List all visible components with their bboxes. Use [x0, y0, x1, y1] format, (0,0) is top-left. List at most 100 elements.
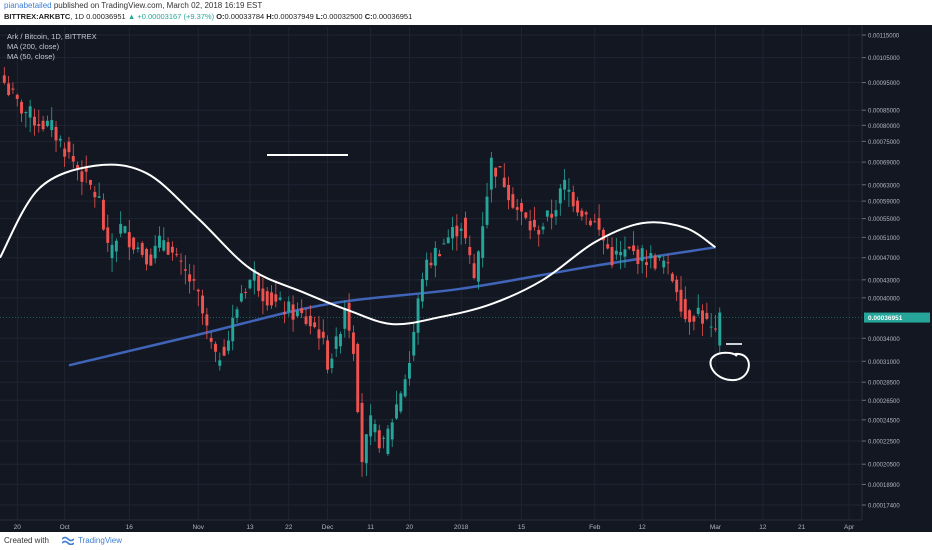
- candle-body: [149, 254, 153, 266]
- candle: [24, 111, 28, 128]
- candle: [610, 237, 614, 269]
- candle: [33, 108, 36, 136]
- username-link[interactable]: pianabetailed: [4, 1, 52, 10]
- candle-body: [632, 245, 636, 252]
- candle-body: [584, 212, 588, 215]
- candle-body: [476, 251, 480, 282]
- candle: [511, 187, 515, 210]
- candle-body: [170, 246, 174, 253]
- candle: [179, 253, 183, 275]
- candle: [364, 434, 368, 477]
- candle: [192, 264, 196, 291]
- price-axis-tick-label: 0.00075000: [868, 140, 900, 146]
- candle-body: [705, 312, 709, 319]
- candle: [248, 279, 252, 290]
- candle-body: [386, 428, 390, 454]
- published-text: published on TradingView.com, March 02, …: [53, 1, 263, 10]
- candle-body: [589, 220, 592, 226]
- candle: [580, 208, 584, 221]
- price-axis[interactable]: 0.00115000 0.00105000 0.00095000 0.00085000…: [861, 25, 932, 520]
- candle: [688, 309, 692, 335]
- legend-ma50[interactable]: MA (50, close): [7, 52, 55, 61]
- candle: [175, 247, 179, 257]
- time-axis[interactable]: 20 Oct 16 Nov 13 22 Dec 11 20 2018 15 Feb 12 Mar 12 21 A…: [0, 519, 932, 532]
- candle: [459, 222, 463, 245]
- close-label: C:: [364, 12, 373, 21]
- candle: [614, 238, 618, 260]
- candle: [446, 229, 450, 244]
- time-axis-tick-label: 22: [285, 524, 293, 531]
- candle-body: [244, 291, 248, 293]
- tradingview-brand[interactable]: TradingView: [78, 536, 123, 545]
- candle-body: [662, 260, 666, 268]
- candle: [222, 339, 226, 357]
- close-value: 0.00036951: [372, 12, 413, 21]
- candle-body: [455, 225, 459, 237]
- candle: [567, 178, 571, 207]
- candle: [119, 211, 123, 238]
- candle: [209, 332, 213, 349]
- candle-body: [645, 262, 648, 266]
- candle-body: [226, 340, 230, 351]
- candle: [455, 214, 459, 251]
- candle-body: [326, 340, 330, 370]
- candle-body: [541, 226, 545, 230]
- interval[interactable]: 1D: [74, 12, 85, 21]
- candle-body: [515, 207, 519, 210]
- candle: [515, 198, 519, 221]
- candle-body: [666, 262, 670, 264]
- candle: [584, 210, 588, 225]
- candle: [369, 404, 373, 446]
- candle-body: [67, 141, 71, 153]
- ma50-trace-drawing: [0, 163, 717, 326]
- candle-body: [313, 322, 317, 328]
- candle: [666, 254, 670, 275]
- candle-body: [688, 310, 692, 323]
- candle-body: [20, 101, 24, 114]
- symbol-info: BITTREX:ARKBTC, 1D 0.00036951 ▲ +0.00003…: [4, 12, 413, 21]
- candle: [132, 236, 136, 254]
- candle-body: [511, 194, 515, 208]
- candle: [597, 204, 601, 236]
- candle: [226, 330, 230, 355]
- candle: [80, 160, 84, 195]
- candle-body: [420, 279, 424, 302]
- candle: [528, 209, 532, 240]
- candle-body: [209, 337, 213, 342]
- candle-body: [696, 307, 700, 314]
- candle: [714, 315, 717, 332]
- candle-body: [278, 297, 282, 300]
- candle: [386, 425, 390, 456]
- candle: [101, 193, 105, 231]
- legend-ma200[interactable]: MA (200, close): [7, 42, 60, 51]
- candle: [326, 335, 330, 374]
- created-with-text: Created with: [4, 536, 49, 545]
- candle: [67, 136, 71, 159]
- last-price: 0.00036951: [86, 12, 126, 21]
- candle: [11, 82, 15, 94]
- candle-body: [640, 248, 644, 262]
- price-axis-tick-label: 0.00020500: [868, 463, 900, 469]
- candle-body: [610, 247, 614, 266]
- candle-body: [373, 424, 377, 433]
- candle: [110, 233, 114, 272]
- candle: [438, 249, 442, 257]
- candle: [356, 342, 360, 414]
- candle-body: [270, 292, 273, 306]
- candle-body: [407, 363, 411, 379]
- candle-body: [192, 279, 196, 281]
- candle: [377, 424, 381, 453]
- price-axis-tick-label: 0.00115000: [868, 34, 900, 40]
- candle: [640, 245, 644, 274]
- candle-body: [528, 221, 532, 231]
- candle-body: [601, 229, 605, 241]
- candle-body: [627, 246, 631, 249]
- candle: [498, 165, 502, 168]
- publish-info: pianabetailed published on TradingView.c…: [4, 1, 262, 10]
- price-chart[interactable]: 0.00115000 0.00105000 0.00095000 0.00085000…: [0, 25, 932, 532]
- time-axis-tick-label: Feb: [589, 524, 601, 531]
- candle-body: [110, 244, 114, 259]
- candle: [601, 227, 605, 255]
- symbol-name[interactable]: BITTREX:ARKBTC: [4, 12, 71, 21]
- candle-body: [153, 245, 157, 259]
